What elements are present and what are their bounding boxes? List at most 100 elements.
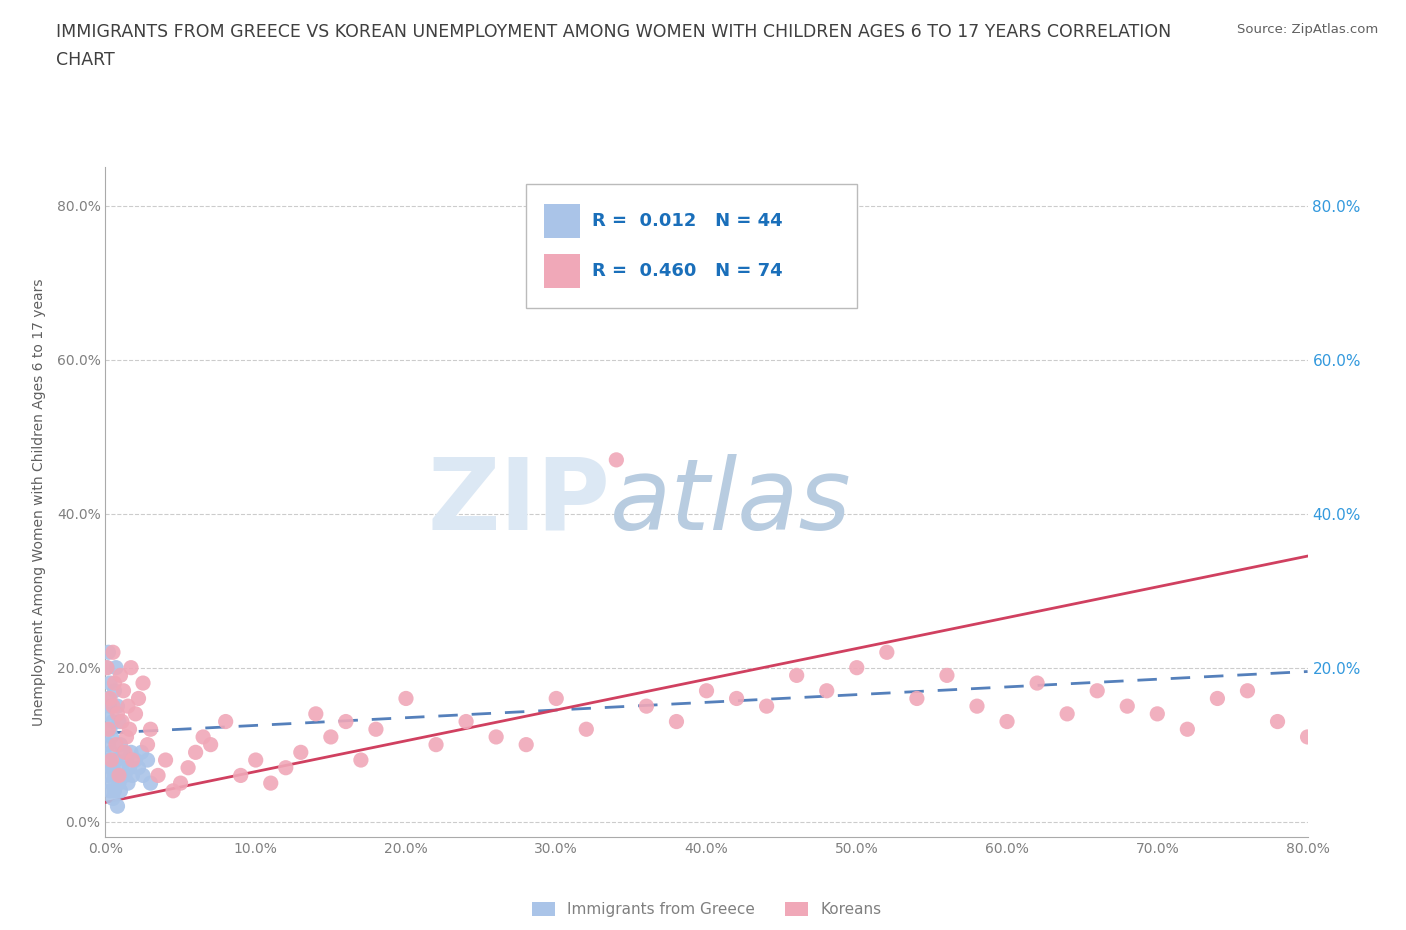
Point [97,644,120,659]
Point [121,768,143,783]
Point [132,675,155,690]
Point [120,745,142,760]
Point [1206,691,1229,706]
Point [1056,707,1078,722]
Point [995,714,1018,729]
Point [485,729,508,744]
Point [395,691,418,706]
Point [98,752,121,767]
Point [128,691,150,706]
Text: atlas: atlas [610,454,852,551]
Point [111,714,134,729]
Point [97,722,120,737]
Point [101,698,124,713]
Point [936,668,959,683]
Point [1175,722,1198,737]
Point [290,745,312,760]
Point [98,722,121,737]
Point [98,698,121,713]
Point [1026,675,1049,690]
Point [115,752,138,767]
FancyBboxPatch shape [526,184,856,308]
Point [575,722,598,737]
Point [245,752,267,767]
Point [200,737,222,752]
Point [546,691,568,706]
Point [132,768,155,783]
Point [101,791,124,806]
Point [162,783,184,798]
Point [131,745,153,760]
Point [1236,684,1258,698]
Point [1146,707,1168,722]
Legend: Immigrants from Greece, Koreans: Immigrants from Greece, Koreans [526,896,887,923]
Point [100,776,122,790]
Point [146,768,169,783]
Point [103,783,125,798]
Point [110,783,132,798]
Point [98,675,121,690]
Point [120,660,142,675]
Point [350,752,373,767]
Point [124,752,146,767]
Point [112,745,135,760]
Point [103,675,125,690]
Point [107,799,129,814]
Point [665,714,688,729]
Point [454,714,477,729]
Point [605,452,627,467]
Point [274,761,297,776]
Point [229,768,252,783]
Point [1116,698,1139,713]
Point [97,737,120,752]
Point [786,668,808,683]
Point [110,737,132,752]
Point [815,684,838,698]
Point [191,729,214,744]
Point [214,714,236,729]
Point [124,707,146,722]
Point [101,644,124,659]
Point [905,691,928,706]
Point [696,684,718,698]
Point [121,752,143,767]
Point [104,737,127,752]
Point [876,644,898,659]
Point [515,737,537,752]
Point [114,745,136,760]
Point [108,776,131,790]
Point [103,768,125,783]
Point [136,737,159,752]
Point [108,714,131,729]
Point [128,761,150,776]
Point [117,698,139,713]
Point [114,768,136,783]
Point [184,745,207,760]
Point [96,707,118,722]
Point [364,722,387,737]
Text: Source: ZipAtlas.com: Source: ZipAtlas.com [1237,23,1378,36]
Point [111,761,134,776]
Point [97,691,120,706]
Point [100,761,122,776]
Point [108,768,131,783]
Y-axis label: Unemployment Among Women with Children Ages 6 to 17 years: Unemployment Among Women with Children A… [31,278,45,726]
Point [107,768,129,783]
Point [104,752,127,767]
Point [177,761,200,776]
Point [100,752,122,767]
Point [97,768,120,783]
Point [112,684,135,698]
Point [100,745,122,760]
Point [260,776,283,790]
Point [101,761,124,776]
Point [103,684,125,698]
Point [107,698,129,713]
Point [107,707,129,722]
Point [636,698,658,713]
Text: R =  0.460   N = 74: R = 0.460 N = 74 [592,262,783,280]
Point [966,698,988,713]
Point [118,722,141,737]
Point [96,660,118,675]
Text: ZIP: ZIP [427,454,610,551]
